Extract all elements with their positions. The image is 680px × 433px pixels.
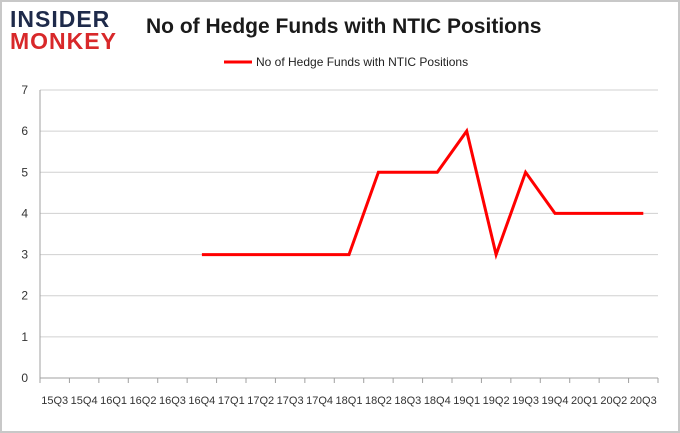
x-tick-label: 18Q2	[365, 395, 392, 407]
legend-label: No of Hedge Funds with NTIC Positions	[256, 55, 468, 69]
insider-monkey-logo: INSIDER MONKEY	[10, 8, 128, 56]
x-tick-label: 20Q1	[571, 395, 598, 407]
logo-line-2: MONKEY	[10, 28, 117, 54]
x-tick-label: 17Q3	[277, 395, 304, 407]
x-tick-label: 20Q2	[600, 395, 627, 407]
x-tick-label: 17Q1	[218, 395, 245, 407]
x-tick-label: 15Q3	[41, 395, 68, 407]
x-tick-label: 15Q4	[71, 395, 98, 407]
x-tick-label: 16Q4	[188, 395, 215, 407]
y-tick-label: 7	[21, 83, 28, 97]
x-tick-label: 16Q1	[100, 395, 127, 407]
y-tick-label: 1	[21, 330, 28, 344]
logo-line-1: INSIDER	[10, 6, 111, 32]
x-tick-label: 19Q1	[453, 395, 480, 407]
x-tick-label: 16Q3	[159, 395, 186, 407]
x-tick-label: 17Q2	[247, 395, 274, 407]
x-tick-labels: 15Q3 15Q4 16Q1 16Q2 16Q3 16Q4 17Q1 17Q2 17Q3 17Q4…	[41, 395, 656, 407]
y-tick-label: 4	[21, 206, 28, 220]
x-tick-label: 18Q4	[424, 395, 451, 407]
x-tick-label: 19Q2	[483, 395, 510, 407]
axes	[39, 90, 659, 383]
x-tick-label: 17Q4	[306, 395, 333, 407]
x-tick-label: 16Q2	[130, 395, 157, 407]
y-tick-label: 3	[21, 248, 28, 262]
chart-title: No of Hedge Funds with NTIC Positions	[146, 15, 542, 38]
legend: No of Hedge Funds with NTIC Positions	[224, 55, 468, 69]
x-tick-label: 20Q3	[630, 395, 657, 407]
y-tick-label: 0	[21, 371, 28, 385]
series	[201, 127, 644, 260]
y-tick-labels: 0 1 2 3 4 5 6 7	[21, 83, 28, 385]
x-tick-label: 19Q3	[512, 395, 539, 407]
x-tick-label: 19Q4	[542, 395, 569, 407]
x-tick-label: 18Q1	[336, 395, 363, 407]
y-tick-label: 5	[21, 165, 28, 179]
x-tick-label: 18Q3	[394, 395, 421, 407]
y-tick-label: 2	[21, 289, 28, 303]
series-line-0	[201, 127, 644, 260]
y-tick-label: 6	[21, 124, 28, 138]
